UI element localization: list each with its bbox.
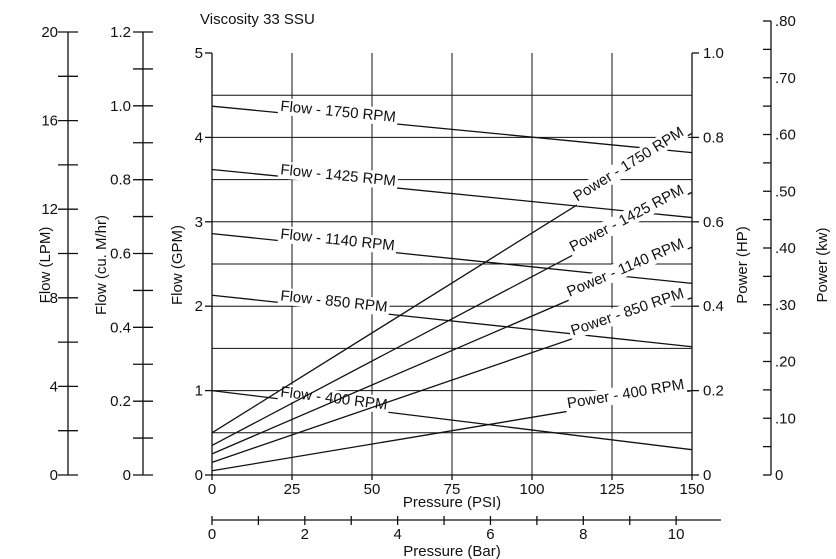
kw-tick-label: .60 (775, 127, 796, 144)
x-axis-title-psi: Pressure (PSI) (403, 494, 501, 511)
series-label-flow-1140-rpm: Flow - 1140 RPM (280, 226, 396, 255)
y-tick-label-gpm: 5 (195, 45, 203, 62)
bar-tick-label: 2 (301, 526, 309, 543)
y-tick-label-gpm: 1 (195, 383, 203, 400)
series-label-flow-1750-rpm: Flow - 1750 RPM (280, 98, 397, 126)
series-label-bg (566, 284, 688, 341)
grid-lines (212, 53, 692, 475)
y2-tick-label-hp: 0 (703, 467, 711, 484)
x-tick-label-psi: 25 (284, 481, 301, 498)
cumhr-tick-label: 1.2 (110, 24, 131, 41)
kw-tick-label: .70 (775, 70, 796, 87)
kw-tick-label: .50 (775, 183, 796, 200)
y2-tick-label-hp: 0.4 (703, 298, 724, 315)
kw-tick-label: .30 (775, 297, 796, 314)
cumhr-tick-label: 0 (123, 467, 131, 484)
y2-tick-label-hp: 0.6 (703, 214, 724, 231)
series-label-bg (277, 225, 398, 255)
bar-tick-label: 6 (486, 526, 494, 543)
series-label-bg (277, 383, 391, 414)
x-tick-label-psi: 50 (364, 481, 381, 498)
bar-tick-label: 4 (393, 526, 401, 543)
series-label-bg (564, 180, 689, 257)
y-axis-title-gpm: Flow (GPM) (169, 225, 186, 305)
x-axis-title-bar: Pressure (Bar) (403, 543, 501, 559)
y-axis-title-hp: Power (HP) (734, 226, 751, 304)
lpm-tick-label: 16 (41, 113, 58, 130)
lpm-tick-label: 12 (41, 201, 58, 218)
kw-tick-label: .10 (775, 410, 796, 427)
bar-tick-label: 10 (668, 526, 685, 543)
y-axis-title-cumhr: Flow (cu. M/hr) (93, 215, 110, 315)
x-tick-label-psi: 0 (208, 481, 216, 498)
series-label-bg (562, 234, 689, 302)
kw-tick-label: .20 (775, 354, 796, 371)
y-tick-label-gpm: 3 (195, 214, 203, 231)
kw-tick-label: 0 (775, 467, 783, 484)
x-tick-label-psi: 75 (444, 481, 461, 498)
y-axis-title-lpm: Flow (LPM) (37, 227, 54, 304)
y2-tick-label-hp: 1.0 (703, 45, 724, 62)
cumhr-tick-label: 0.2 (110, 393, 131, 410)
y2-tick-label-hp: 0.2 (703, 383, 724, 400)
lpm-tick-label: 20 (41, 24, 58, 41)
series-label-bg (277, 287, 391, 317)
series-label-power-400-rpm: Power - 400 RPM (566, 376, 686, 412)
lpm-tick-label: 4 (50, 378, 58, 395)
cumhr-tick-label: 0.4 (110, 319, 131, 336)
y-tick-label-gpm: 0 (195, 467, 203, 484)
kw-tick-label: .40 (775, 240, 796, 257)
series-label-bg (277, 97, 399, 127)
y-axis-title-kw: Power (kw) (814, 227, 831, 302)
x-tick-label-psi: 150 (679, 481, 704, 498)
cumhr-tick-label: 0.8 (110, 172, 131, 189)
bar-tick-label: 0 (208, 526, 216, 543)
chart-title: Viscosity 33 SSU (200, 11, 315, 28)
cumhr-tick-label: 1.0 (110, 98, 131, 115)
series-label-bg (563, 375, 688, 413)
series-label-flow-1425-rpm: Flow - 1425 RPM (280, 161, 397, 189)
lpm-tick-label: 8 (50, 290, 58, 307)
y-tick-label-gpm: 2 (195, 298, 203, 315)
kw-tick-label: .80 (775, 13, 796, 30)
series-label-bg (568, 122, 689, 207)
x-tick-label-psi: 100 (519, 481, 544, 498)
lpm-tick-label: 0 (50, 467, 58, 484)
cumhr-tick-label: 0.6 (110, 246, 131, 263)
y-tick-label-gpm: 4 (195, 129, 203, 146)
x-tick-label-psi: 125 (599, 481, 624, 498)
bar-tick-label: 8 (579, 526, 587, 543)
y2-tick-label-hp: 0.8 (703, 129, 724, 146)
series-label-bg (277, 161, 399, 191)
